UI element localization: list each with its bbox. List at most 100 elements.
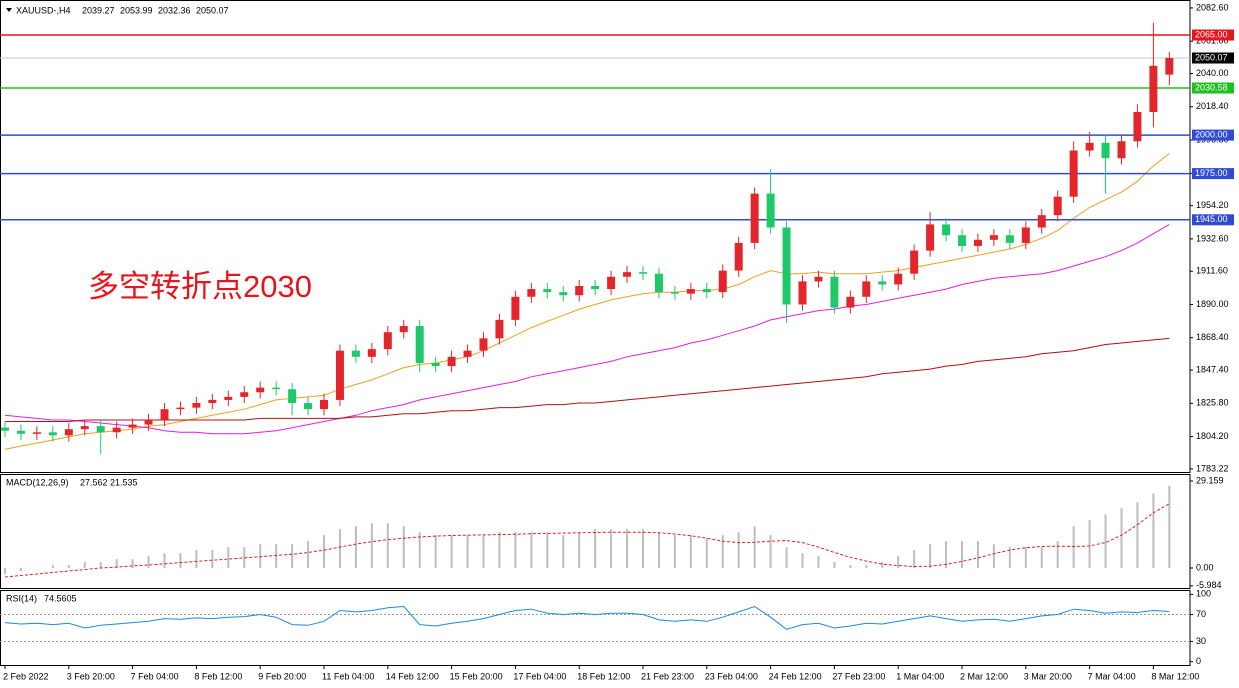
candle-body bbox=[495, 319, 504, 339]
price-level-box bbox=[1192, 29, 1234, 41]
candle-body bbox=[862, 281, 871, 297]
indicator-title: MACD(12,26,9) bbox=[6, 477, 69, 487]
candle-body bbox=[399, 326, 408, 333]
candle-body bbox=[447, 356, 456, 367]
indicator-title: RSI(14) bbox=[6, 593, 37, 603]
candle-body bbox=[766, 193, 775, 228]
y-tick-label: 0 bbox=[1196, 656, 1201, 666]
y-tick-label: 1932.60 bbox=[1196, 233, 1229, 243]
candle-body bbox=[1117, 141, 1126, 159]
y-tick-label: 30 bbox=[1196, 636, 1206, 646]
candle-body bbox=[607, 276, 616, 290]
x-tick-label: 3 Feb 20:00 bbox=[67, 671, 115, 681]
candle-body bbox=[112, 427, 121, 433]
price-level-box bbox=[1192, 129, 1234, 141]
candle-body bbox=[1037, 215, 1046, 228]
y-tick-label: 2082.60 bbox=[1196, 2, 1229, 12]
candle-body bbox=[128, 424, 137, 428]
ohlc-value: 2050.07 bbox=[196, 5, 229, 15]
x-tick-label: 18 Feb 12:00 bbox=[577, 671, 630, 681]
x-tick-label: 1 Mar 04:00 bbox=[896, 671, 944, 681]
y-tick-label: 2061.00 bbox=[1196, 36, 1229, 46]
candle-body bbox=[80, 426, 89, 430]
current-price-label: 2050.07 bbox=[1195, 52, 1228, 62]
y-tick-label: 1954.20 bbox=[1196, 200, 1229, 210]
panel-frame bbox=[0, 0, 1191, 473]
annotation: 多空转折点2030 bbox=[88, 269, 312, 304]
candle-body bbox=[367, 349, 376, 357]
candle-body bbox=[782, 227, 791, 305]
candle-body bbox=[1, 427, 9, 431]
candle-body bbox=[894, 273, 903, 285]
price-level-box bbox=[1192, 82, 1234, 94]
x-tick-label: 2 Feb 2022 bbox=[3, 671, 49, 681]
candle-body bbox=[830, 276, 839, 308]
y-tick-label: 0.00 bbox=[1196, 562, 1214, 572]
moving-average bbox=[5, 337, 1170, 422]
candle-body bbox=[320, 399, 328, 410]
candle-body bbox=[958, 235, 966, 246]
candle-body bbox=[623, 272, 632, 277]
x-tick-label: 23 Feb 04:00 bbox=[705, 671, 758, 681]
y-tick-label: -5.984 bbox=[1196, 580, 1222, 590]
menu-icon[interactable] bbox=[6, 8, 12, 12]
candle-body bbox=[144, 419, 153, 425]
panel-frame bbox=[0, 590, 1191, 666]
current-price-box bbox=[1192, 52, 1234, 64]
candle-body bbox=[798, 281, 807, 305]
price-level-box bbox=[1192, 214, 1234, 226]
candle-body bbox=[654, 273, 663, 293]
candle-body bbox=[702, 289, 711, 293]
candle-body bbox=[176, 407, 185, 410]
candle-body bbox=[1085, 142, 1094, 151]
price-level-label: 2000.00 bbox=[1195, 129, 1228, 139]
candle-body bbox=[415, 326, 424, 363]
candle-body bbox=[208, 399, 217, 404]
candle-body bbox=[750, 193, 759, 243]
price-level-label: 1945.00 bbox=[1195, 214, 1228, 224]
candle-body bbox=[511, 296, 520, 320]
panel-frame bbox=[0, 474, 1191, 589]
candle-body bbox=[192, 403, 201, 408]
y-tick-label: 1804.20 bbox=[1196, 431, 1229, 441]
candle-body bbox=[160, 409, 169, 420]
y-tick-label: 1825.80 bbox=[1196, 398, 1229, 408]
candle-body bbox=[591, 286, 600, 290]
candle-body bbox=[335, 350, 344, 400]
x-tick-label: 8 Mar 12:00 bbox=[1151, 671, 1199, 681]
candle-body bbox=[32, 432, 41, 434]
candle-body bbox=[240, 392, 249, 397]
candle-body bbox=[639, 272, 647, 274]
candle-body bbox=[814, 276, 823, 282]
candle-body bbox=[718, 270, 727, 293]
candle-body bbox=[64, 429, 73, 436]
moving-average bbox=[4, 153, 1170, 450]
indicator-value: 74.5605 bbox=[44, 593, 77, 603]
x-tick-label: 3 Mar 20:00 bbox=[1024, 671, 1072, 681]
candle-body bbox=[1149, 65, 1158, 113]
y-tick-label: 2018.40 bbox=[1196, 101, 1229, 111]
price-level-label: 2030.58 bbox=[1195, 82, 1228, 92]
x-tick-label: 14 Feb 12:00 bbox=[386, 671, 439, 681]
candle-body bbox=[383, 332, 392, 350]
ohlc-value: 2032.36 bbox=[158, 5, 191, 15]
candle-body bbox=[304, 403, 313, 410]
candle-body bbox=[431, 362, 440, 367]
y-tick-label: 2040.00 bbox=[1196, 68, 1229, 78]
candle-body bbox=[878, 281, 887, 285]
candle-body bbox=[351, 350, 360, 357]
x-tick-label: 7 Feb 04:00 bbox=[131, 671, 179, 681]
candle-body bbox=[686, 289, 695, 294]
y-tick-label: 29.159 bbox=[1196, 475, 1224, 485]
candle-body bbox=[846, 296, 855, 308]
candle-body bbox=[272, 387, 281, 390]
x-tick-label: 7 Mar 04:00 bbox=[1088, 671, 1136, 681]
x-tick-label: 11 Feb 04:00 bbox=[322, 671, 374, 681]
candle-body bbox=[926, 224, 935, 251]
price-level-box bbox=[1192, 168, 1234, 180]
x-tick-label: 21 Feb 23:00 bbox=[641, 671, 694, 681]
x-tick-label: 8 Feb 12:00 bbox=[194, 671, 242, 681]
moving-average bbox=[4, 223, 1170, 435]
candle-body bbox=[1165, 58, 1174, 75]
y-tick-label: 1890.00 bbox=[1196, 299, 1229, 309]
